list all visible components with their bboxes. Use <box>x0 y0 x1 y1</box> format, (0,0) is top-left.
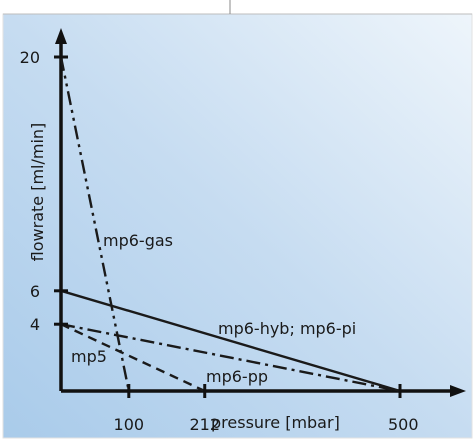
series-label-1: mp6-hyb; mp6-pi <box>218 319 356 338</box>
x-tick-label-2: 500 <box>388 415 419 434</box>
x-axis-label: pressure [mbar] <box>211 413 340 432</box>
y-tick-label-0: 20 <box>20 48 40 67</box>
series-label-0: mp6-gas <box>103 231 173 250</box>
y-tick-label-2: 4 <box>30 315 40 334</box>
series-label-2: mp6-pp <box>206 367 268 386</box>
series-line-3 <box>60 323 206 393</box>
plot-panel <box>2 13 473 439</box>
y-axis-arrow <box>55 28 67 44</box>
series-line-1 <box>60 289 401 393</box>
y-axis-label: flowrate [ml/min] <box>28 123 47 262</box>
y-tick-label-1: 6 <box>30 282 40 301</box>
x-axis-arrow <box>450 385 466 397</box>
x-tick-label-1: 212 <box>189 415 220 434</box>
series-line-2 <box>60 323 401 393</box>
x-tick-label-0: 100 <box>114 415 145 434</box>
series-label-3: mp5 <box>71 347 107 366</box>
